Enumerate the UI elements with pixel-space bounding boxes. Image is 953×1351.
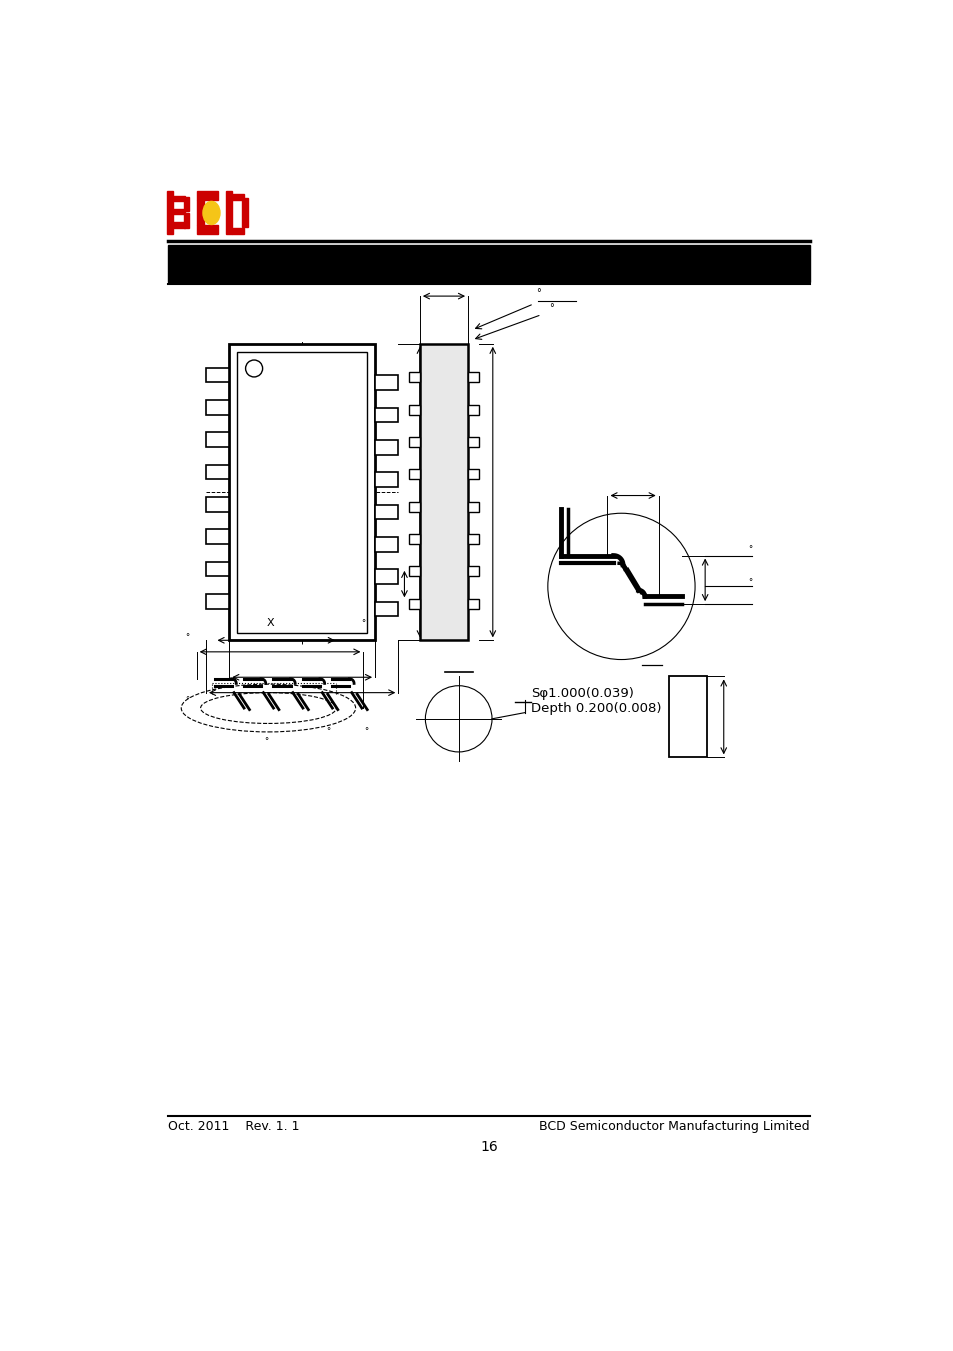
Bar <box>375 538 397 551</box>
Bar <box>409 598 419 609</box>
Bar <box>196 200 204 226</box>
Text: °: ° <box>536 288 540 299</box>
Text: Sφ1.000(0.039): Sφ1.000(0.039) <box>530 688 633 700</box>
Bar <box>468 373 478 382</box>
Bar <box>468 566 478 577</box>
Bar <box>242 199 248 227</box>
Text: °: ° <box>326 727 331 736</box>
Text: °: ° <box>185 634 189 642</box>
Bar <box>375 473 397 488</box>
Text: 16: 16 <box>479 1140 497 1154</box>
Bar <box>172 209 185 215</box>
Text: Oct. 2011    Rev. 1. 1: Oct. 2011 Rev. 1. 1 <box>168 1120 299 1133</box>
Bar <box>206 465 229 480</box>
Bar <box>409 469 419 480</box>
Text: °: ° <box>364 727 368 736</box>
Text: °: ° <box>185 696 189 705</box>
Bar <box>468 436 478 447</box>
Bar <box>409 534 419 544</box>
Bar <box>196 192 218 200</box>
Text: BCD Semiconductor Manufacturing Limited: BCD Semiconductor Manufacturing Limited <box>538 1120 809 1133</box>
Bar <box>236 351 367 632</box>
Bar <box>375 505 397 519</box>
Bar <box>183 213 189 227</box>
Bar <box>229 345 375 640</box>
Text: °: ° <box>747 578 751 586</box>
Bar <box>375 570 397 584</box>
Bar <box>172 196 185 201</box>
Bar <box>183 197 189 211</box>
Bar <box>419 345 468 640</box>
Bar <box>468 405 478 415</box>
Bar <box>409 405 419 415</box>
Bar <box>206 367 229 382</box>
Bar <box>226 192 232 234</box>
Text: Depth 0.200(0.008): Depth 0.200(0.008) <box>530 703 660 715</box>
Ellipse shape <box>203 201 220 224</box>
Bar <box>206 497 229 512</box>
Bar <box>468 501 478 512</box>
Bar <box>409 436 419 447</box>
Bar <box>375 376 397 390</box>
Bar <box>168 246 809 282</box>
Bar <box>206 400 229 415</box>
Text: °: ° <box>264 738 269 746</box>
Bar <box>375 601 397 616</box>
Bar <box>172 222 185 227</box>
Bar <box>206 432 229 447</box>
Bar <box>196 226 218 234</box>
Text: °: ° <box>549 304 554 313</box>
Bar <box>468 598 478 609</box>
Bar <box>232 228 244 234</box>
Bar <box>206 562 229 577</box>
Bar <box>375 408 397 423</box>
Text: °: ° <box>360 619 365 628</box>
Bar <box>669 677 706 758</box>
Bar <box>375 440 397 455</box>
Bar <box>206 594 229 609</box>
Bar <box>409 566 419 577</box>
Bar <box>409 501 419 512</box>
Bar <box>232 195 244 200</box>
Bar <box>468 469 478 480</box>
Bar <box>468 534 478 544</box>
Bar <box>167 192 172 234</box>
Bar <box>409 373 419 382</box>
Bar <box>206 530 229 544</box>
Text: X: X <box>267 619 274 628</box>
Text: °: ° <box>747 546 751 554</box>
